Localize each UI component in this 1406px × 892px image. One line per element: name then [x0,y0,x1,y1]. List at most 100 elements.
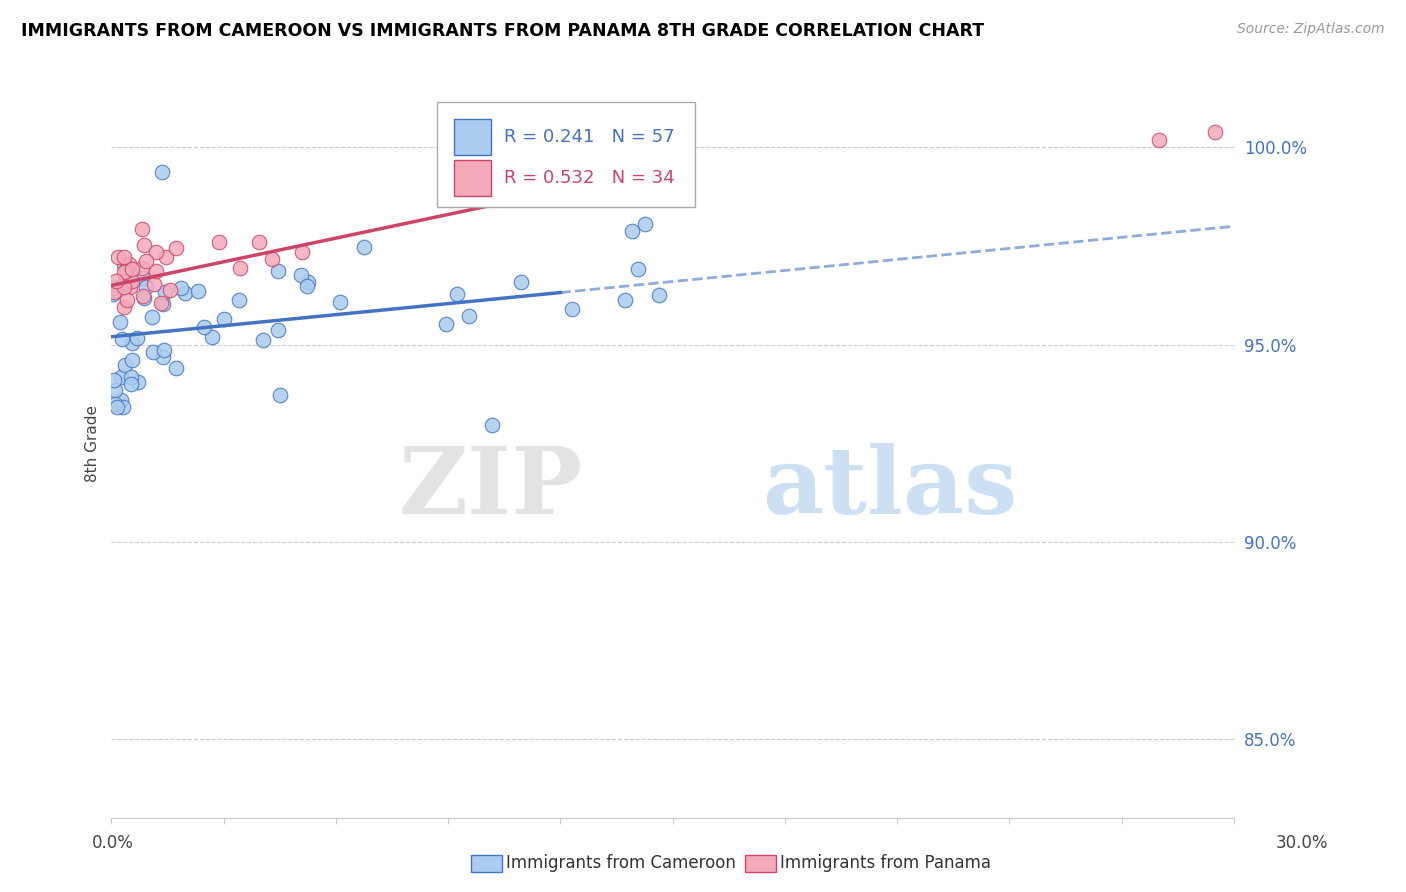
Point [105,400,128,414]
Point [103,281,125,295]
Text: R = 0.532   N = 34: R = 0.532 N = 34 [505,169,675,187]
Text: Immigrants from Cameroon: Immigrants from Cameroon [506,855,735,872]
Y-axis label: 8th Grade: 8th Grade [86,405,100,482]
Text: Source: ZipAtlas.com: Source: ZipAtlas.com [1237,22,1385,37]
Point [252,334,274,348]
Point [131,222,153,236]
Point [120,376,142,391]
Point [135,254,157,268]
Text: Immigrants from Panama: Immigrants from Panama [780,855,991,872]
Point [620,224,643,238]
Point [115,263,138,277]
Point [131,261,153,276]
FancyBboxPatch shape [454,119,491,154]
Text: ZIP: ZIP [399,443,583,533]
Point [510,275,533,289]
Point [150,165,173,179]
Point [1147,132,1170,146]
Point [1204,125,1226,139]
Point [269,388,291,402]
Point [121,336,143,351]
Point [111,332,134,346]
Point [112,265,135,279]
Point [117,293,139,307]
Point [228,293,250,308]
Point [174,285,197,300]
Point [132,270,155,285]
Point [132,291,155,305]
Point [267,323,290,337]
Point [634,217,657,231]
Point [458,309,481,323]
Point [153,285,176,299]
Point [214,312,236,326]
Point [201,329,224,343]
Point [329,295,352,310]
Point [111,277,134,291]
Point [114,300,136,314]
Point [110,392,132,407]
Point [112,250,135,264]
Point [134,238,156,252]
Point [111,400,134,414]
Point [142,277,165,292]
Point [104,274,127,288]
Point [446,287,468,301]
Point [153,343,176,358]
Text: atlas: atlas [762,443,1018,533]
Point [155,250,177,264]
Point [118,280,141,294]
Point [141,310,163,324]
Point [169,281,191,295]
Point [614,293,637,307]
Point [120,370,142,384]
Point [145,244,167,259]
Text: 30.0%: 30.0% [1277,834,1329,852]
Point [193,319,215,334]
Point [145,264,167,278]
Point [152,297,174,311]
Point [132,289,155,303]
Point [295,278,318,293]
FancyBboxPatch shape [437,103,695,207]
Point [135,280,157,294]
Point [626,261,648,276]
Point [115,264,138,278]
Point [260,252,283,266]
Point [114,358,136,372]
Point [112,280,135,294]
Point [152,350,174,364]
Point [103,373,125,387]
FancyBboxPatch shape [454,160,491,196]
Point [118,256,141,270]
Point [208,235,231,250]
Point [121,261,143,276]
Point [142,345,165,359]
Point [165,241,187,255]
Text: 0.0%: 0.0% [91,834,134,852]
Point [648,288,671,302]
Point [353,240,375,254]
Point [150,296,173,310]
Point [291,244,314,259]
Point [434,317,457,331]
Point [121,274,143,288]
Point [103,287,125,301]
Point [297,275,319,289]
Point [103,285,125,299]
Point [108,315,131,329]
Point [127,375,149,389]
Point [121,353,143,368]
Point [112,258,135,272]
Point [104,383,127,397]
Text: R = 0.241   N = 57: R = 0.241 N = 57 [505,128,675,145]
Point [267,264,290,278]
Point [561,301,583,316]
Point [481,417,503,432]
Text: IMMIGRANTS FROM CAMEROON VS IMMIGRANTS FROM PANAMA 8TH GRADE CORRELATION CHART: IMMIGRANTS FROM CAMEROON VS IMMIGRANTS F… [21,22,984,40]
Point [187,284,209,298]
Point [125,331,148,345]
Point [107,250,129,264]
Point [104,396,127,410]
Point [165,360,187,375]
